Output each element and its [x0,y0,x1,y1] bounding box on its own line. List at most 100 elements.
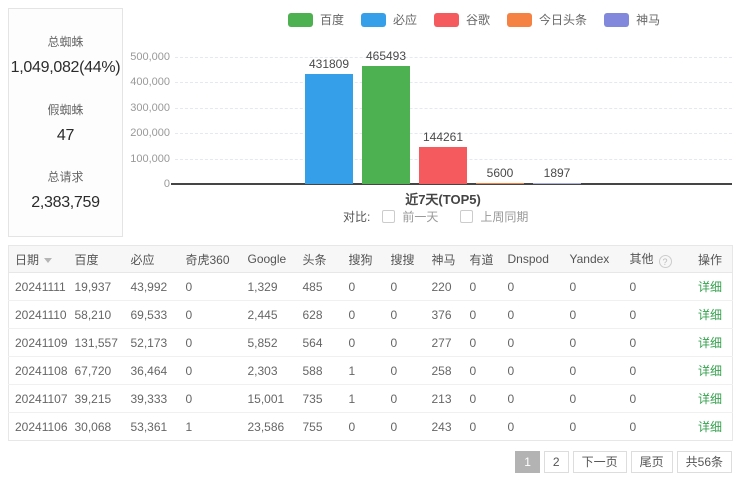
compare-option-label: 上周同期 [480,210,529,224]
table-cell: 69,533 [124,300,180,329]
table-cell: 52,173 [124,328,180,357]
table-row: 20241106 30,068 53,361 1 23,586 755 0 0 243 0 0 0 0 详… [9,413,733,441]
table-cell: 0 [623,272,688,301]
table-cell: 0 [501,272,564,301]
table-cell: 39,215 [68,384,125,413]
table-row: 20241111 19,937 43,992 0 1,329 485 0 0 220 0 0 0 0 详细 [8,272,733,301]
table-cell: 0 [384,356,426,385]
stat-item: 假蜘蛛 47 [47,101,83,145]
table-row: 20241107 39,215 39,333 0 15,001 735 1 0 213 0 0 0 0 详… [8,384,733,413]
table-cell: 43,992 [124,272,180,301]
legend-label: 必应 [393,13,418,27]
table-cell: 0 [623,328,688,357]
detail-link[interactable]: 详细 [697,420,722,434]
table-cell: 1,329 [241,272,297,301]
stat-item: 总请求 2,383,759 [31,168,100,212]
x-axis-line [171,183,732,185]
table-cell: 0 [463,384,502,413]
help-icon[interactable]: ? [658,255,672,268]
spider-data-table: 日期 百度 必应 奇虎360 Google 头条 搜狗 搜搜 神马 有道 Dnspod Yandex 其… [8,245,733,441]
table-cell: 0 [563,300,624,329]
stat-value: 47 [56,126,75,144]
bar-谷歌 [419,147,467,184]
table-cell: 0 [501,384,564,413]
compare-option-前一天: 前一天 [382,208,438,225]
legend-item-谷歌[interactable]: 谷歌 [434,11,490,28]
compare-option-上周同期: 上周同期 [460,208,528,225]
table-cell: 376 [425,300,464,329]
gridline [175,133,732,135]
table-cell: 5,852 [241,328,297,357]
column-header-label: 搜搜 [390,252,415,267]
gridline [175,57,732,58]
table-header-row: 日期 百度 必应 奇虎360 Google 头条 搜狗 搜搜 神马 有道 Dnspod Yandex 其… [8,245,733,273]
table-cell: 0 [623,384,688,413]
table-cell: 36,464 [124,356,180,385]
column-header-搜狗: 搜狗 [342,245,385,273]
column-header-label: Yandex [569,252,610,266]
compare-checkbox[interactable] [382,210,396,223]
column-header-label: Dnspod [507,252,549,266]
table-cell: 53,361 [130,419,168,434]
bar-value-label: 465493 [365,49,407,63]
table-cell: 20241108 [8,356,69,385]
table-cell: 0 [179,328,242,357]
stat-label: 总蜘蛛 [47,34,84,49]
y-axis-tick-label: 500,000 [130,51,170,63]
legend-swatch-icon [507,12,533,27]
table-cell: 0 [501,328,564,357]
gridline [175,107,732,109]
bar-今日头条 [476,183,524,184]
table-cell: 0 [384,300,426,329]
table-cell: 485 [296,272,343,301]
column-header-label: 其他 [629,252,654,266]
page-button-1[interactable]: 1 [515,451,540,473]
legend-item-必应[interactable]: 必应 [361,11,417,28]
last-page-button[interactable]: 尾页 [630,451,673,473]
bar-value-label: 5600 [486,166,514,180]
table-cell-action: 详细 [688,413,733,441]
legend-label: 今日头条 [539,13,588,27]
table-cell: 0 [623,300,688,329]
column-header-label: 奇虎360 [185,252,230,267]
table-cell: 20241111 [8,272,69,301]
column-header-日期[interactable]: 日期 [8,245,69,273]
column-header-label: 百度 [74,252,99,267]
column-header-label: 操作 [697,252,722,267]
table-cell: 20241106 [15,419,68,434]
table-cell: 1 [342,356,385,385]
page-button-2[interactable]: 2 [543,451,569,473]
table-cell: 0 [563,328,624,357]
column-header-label: 头条 [302,252,327,267]
detail-link[interactable]: 详细 [697,280,722,294]
column-header-奇虎360: 奇虎360 [179,245,242,273]
sort-descending-icon[interactable] [44,257,53,263]
legend-item-今日头条[interactable]: 今日头条 [507,11,587,28]
table-row: 20241108 67,720 36,464 0 2,303 588 1 0 258 0 0 0 0 详细 [8,356,733,385]
legend-item-神马[interactable]: 神马 [604,11,660,28]
column-header-必应: 必应 [124,245,180,273]
stat-label: 假蜘蛛 [47,102,84,117]
table-cell: 15,001 [241,384,297,413]
compare-checkbox[interactable] [460,210,474,223]
column-header-操作: 操作 [687,245,733,273]
table-cell-action: 详细 [687,272,733,301]
column-header-神马: 神马 [425,245,464,273]
detail-link[interactable]: 详细 [697,308,722,322]
legend-swatch-icon [434,12,460,27]
column-header-Google: Google [241,245,297,273]
table-cell-action: 详细 [687,300,733,329]
detail-link[interactable]: 详细 [697,364,722,378]
legend-label: 百度 [320,13,345,27]
spider-bar-chart: 百度 必应 谷歌 今日头条 神马 近7天(TOP5) 对比: 前一天 上周同期 500,0… [130,11,732,225]
detail-link[interactable]: 详细 [697,336,722,350]
table-cell: 0 [179,272,242,301]
next-page-button[interactable]: 下一页 [572,451,627,473]
legend-item-百度[interactable]: 百度 [288,11,344,28]
legend-label: 神马 [636,13,661,27]
column-header-label: 有道 [469,252,494,267]
legend-label: 谷歌 [466,13,491,27]
y-axis-tick-label: 400,000 [130,76,170,89]
detail-link[interactable]: 详细 [697,392,722,406]
